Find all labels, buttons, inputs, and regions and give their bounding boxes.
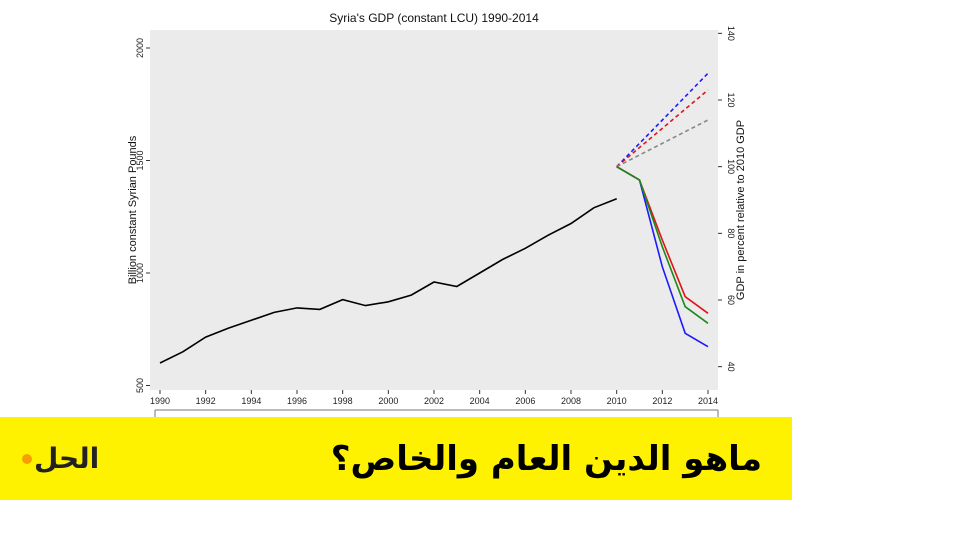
headline-banner: الحل ماهو الدين العام والخاص؟ <box>0 417 792 500</box>
y2-tick-label: 120 <box>726 92 736 107</box>
y-tick-label: 500 <box>135 378 145 393</box>
x-tick-label: 2010 <box>607 396 627 406</box>
y-tick-label: 1500 <box>135 150 145 170</box>
y2-tick-label: 80 <box>726 228 736 238</box>
logo-dot-icon <box>22 453 32 464</box>
x-tick-label: 2002 <box>424 396 444 406</box>
x-tick-label: 1990 <box>150 396 170 406</box>
x-tick-label: 1994 <box>241 396 261 406</box>
y2-tick-label: 40 <box>726 362 736 372</box>
series-line-scenario_blue-dashed <box>616 72 709 168</box>
y2-tick-label: 140 <box>726 26 736 41</box>
x-tick-label: 1992 <box>196 396 216 406</box>
x-tick-label: 2012 <box>652 396 672 406</box>
y-axis-title: Billion constant Syrian Pounds <box>127 135 139 284</box>
series-line-scenario_red-dashed <box>616 89 709 168</box>
series-line-scenario_green-solid <box>616 166 709 324</box>
x-tick-label: 1996 <box>287 396 307 406</box>
y2-axis-title: GDP in percent relative to 2010 GDP <box>735 120 747 300</box>
banner-headline: ماهو الدين العام والخاص؟ <box>330 438 762 479</box>
y-tick-label: 1000 <box>135 263 145 283</box>
x-tick-label: 1998 <box>333 396 353 406</box>
x-tick-label: 2006 <box>515 396 535 406</box>
gdp-chart: Syria's GDP (constant LCU) 1990-2014 Bil… <box>127 11 747 417</box>
chart-title: Syria's GDP (constant LCU) 1990-2014 <box>329 11 539 25</box>
x-tick-label: 2004 <box>470 396 490 406</box>
x-tick-label: 2000 <box>378 396 398 406</box>
series-line-scenario_grey-dashed <box>616 119 709 168</box>
x-tick-label: 2008 <box>561 396 581 406</box>
logo-text: الحل <box>34 442 100 475</box>
series-line-historical-solid <box>159 198 617 364</box>
y-tick-label: 2000 <box>135 38 145 58</box>
y2-tick-label: 100 <box>726 159 736 174</box>
plot-area <box>150 30 718 390</box>
x-tick-label: 2014 <box>698 396 718 406</box>
y2-tick-label: 60 <box>726 295 736 305</box>
site-logo: الحل <box>22 442 99 475</box>
